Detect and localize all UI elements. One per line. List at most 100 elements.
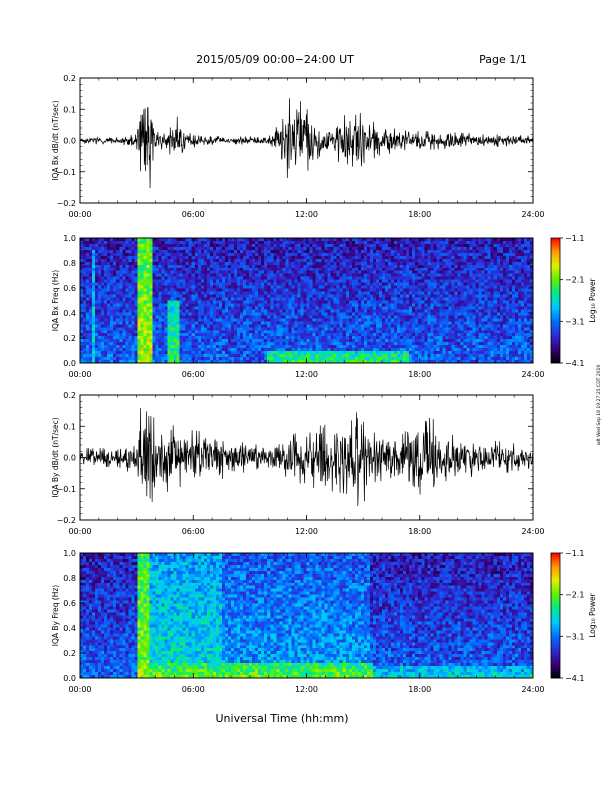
spectrogram-cell xyxy=(92,294,96,298)
spectrogram-cell xyxy=(291,261,295,266)
spectrogram-cell xyxy=(249,246,253,251)
spectrogram-cell xyxy=(231,312,235,316)
spectrogram-cell xyxy=(372,306,377,310)
spectrogram-cell xyxy=(170,360,174,364)
spectrogram-cell xyxy=(170,252,174,257)
spectrogram-cell xyxy=(240,246,244,251)
spectrogram-cell xyxy=(86,330,90,334)
spectrogram-cell xyxy=(197,360,202,364)
spectrogram-cell xyxy=(418,291,422,295)
spectrogram-cell xyxy=(176,360,180,364)
spectrogram-cell xyxy=(218,243,223,248)
spectrogram-cell xyxy=(92,336,96,340)
spectrogram-cell xyxy=(101,318,105,322)
spectrogram-cell xyxy=(113,321,117,325)
spectrogram-cell xyxy=(212,321,217,325)
spectrogram-cell xyxy=(237,333,241,337)
spectrogram-cell xyxy=(273,288,277,292)
spectrogram-cell xyxy=(191,348,196,352)
spectrogram-cell xyxy=(385,291,389,295)
spectrogram-cell xyxy=(158,279,162,283)
spectrogram-cell xyxy=(179,288,183,292)
spectrogram-cell xyxy=(312,360,316,364)
spectrogram-cell xyxy=(375,294,380,298)
spectrogram-cell xyxy=(366,273,371,277)
spectrogram-cell xyxy=(385,273,389,277)
spectrogram-cell xyxy=(294,261,298,266)
spectrogram-cell xyxy=(282,354,286,358)
spectrogram-cell xyxy=(258,261,262,266)
spectrogram-cell xyxy=(86,327,90,331)
spectrogram-cell xyxy=(285,348,289,352)
spectrogram-cell xyxy=(218,345,223,349)
spectrogram-cell xyxy=(330,264,334,269)
spectrogram-cell xyxy=(149,249,153,254)
spectrogram-cell xyxy=(164,357,168,361)
spectrogram-cell xyxy=(231,279,235,283)
spectrogram-cell xyxy=(288,327,292,331)
spectrogram-cell xyxy=(406,258,410,263)
spectrogram-cell xyxy=(170,258,174,263)
spectrogram-cell xyxy=(394,255,398,260)
spectrogram-cell xyxy=(309,282,313,286)
spectrogram-cell xyxy=(140,249,144,254)
spectrogram-cell xyxy=(194,267,199,272)
x-tick-label: 18:00 xyxy=(408,210,431,219)
spectrogram-cell xyxy=(146,264,150,269)
spectrogram-cell xyxy=(170,276,174,280)
spectrogram-cell xyxy=(369,246,374,251)
spectrogram-cell xyxy=(403,279,407,283)
spectrogram-cell xyxy=(249,285,253,289)
spectrogram-cell xyxy=(167,264,171,269)
spectrogram-cell xyxy=(161,249,165,254)
spectrogram-cell xyxy=(246,246,250,251)
spectrogram-cell xyxy=(321,333,325,337)
spectrogram-cell xyxy=(348,282,353,286)
spectrogram-cell xyxy=(324,342,328,346)
spectrogram-cell xyxy=(424,240,428,245)
spectrogram-cell xyxy=(258,282,262,286)
spectrogram-cell xyxy=(209,249,214,254)
spectrogram-cell xyxy=(324,345,328,349)
spectrogram-cell xyxy=(224,315,229,319)
spectrogram-cell xyxy=(312,240,316,245)
spectrogram-cell xyxy=(415,240,419,245)
spectrogram-cell xyxy=(249,315,253,319)
spectrogram-cell xyxy=(212,306,217,310)
spectrogram-cell xyxy=(415,336,419,340)
spectrogram-cell xyxy=(318,243,322,248)
spectrogram-cell xyxy=(270,288,274,292)
spectrogram-cell xyxy=(282,288,286,292)
spectrogram-cell xyxy=(306,333,310,337)
spectrogram-cell xyxy=(391,354,395,358)
spectrogram-cell xyxy=(369,345,374,349)
spectrogram-cell xyxy=(415,267,419,272)
spectrogram-cell xyxy=(182,261,186,266)
spectrogram-cell xyxy=(140,285,144,289)
spectrogram-cell xyxy=(170,315,174,319)
spectrogram-cell xyxy=(366,345,371,349)
spectrogram-cell xyxy=(98,261,102,266)
spectrogram-cell xyxy=(188,351,193,355)
spectrogram-cell xyxy=(149,357,153,361)
spectrogram-cell xyxy=(149,258,153,263)
y-tick-label: −0.1 xyxy=(57,168,76,177)
spectrogram-cell xyxy=(143,306,147,310)
spectrogram-cell xyxy=(418,342,422,346)
spectrogram-cell xyxy=(203,246,208,251)
spectrogram-cell xyxy=(321,336,325,340)
spectrogram-cell xyxy=(391,258,395,263)
spectrogram-cell xyxy=(385,360,389,364)
spectrogram-cell xyxy=(409,312,413,316)
spectrogram-cell xyxy=(415,312,419,316)
spectrogram-cell xyxy=(330,312,334,316)
spectrogram-cell xyxy=(176,333,180,337)
spectrogram-cell xyxy=(255,303,259,307)
spectrogram-cell xyxy=(95,300,99,304)
spectrogram-cell xyxy=(231,336,235,340)
spectrogram-cell xyxy=(104,258,108,263)
spectrogram-cell xyxy=(206,336,211,340)
spectrogram-cell xyxy=(194,330,199,334)
spectrogram-cell xyxy=(194,249,199,254)
spectrogram-cell xyxy=(176,303,180,307)
